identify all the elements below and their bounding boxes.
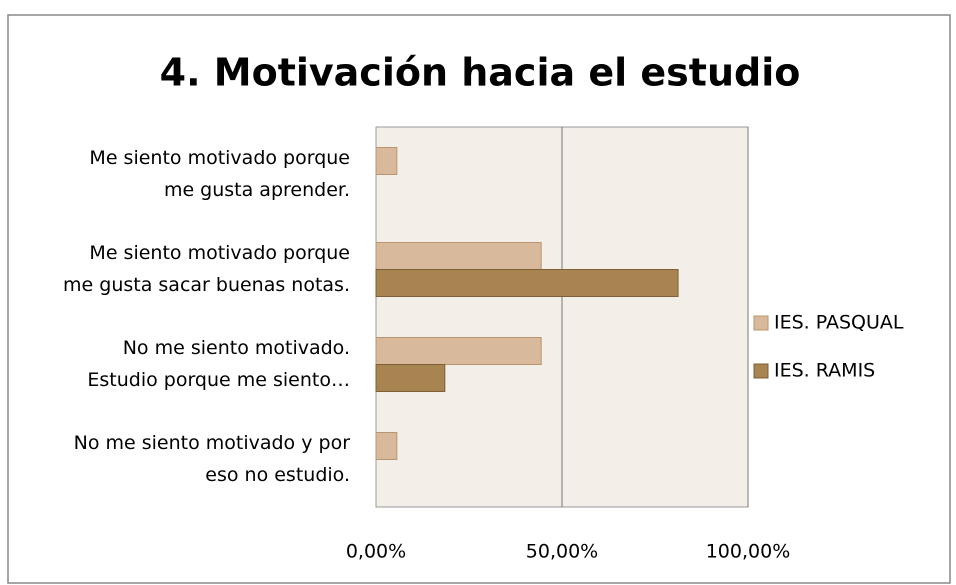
bar bbox=[375, 242, 542, 270]
y-tick-label: me gusta sacar buenas notas. bbox=[63, 274, 350, 296]
y-tick-label: Estudio porque me siento… bbox=[87, 369, 350, 391]
legend-swatch bbox=[753, 363, 769, 379]
legend-label: IES. PASQUAL bbox=[774, 312, 904, 334]
x-tick-label: 0,00% bbox=[346, 541, 406, 563]
x-tick-label: 50,00% bbox=[526, 541, 598, 563]
y-tick-label: eso no estudio. bbox=[205, 464, 350, 486]
y-tick-label: Me siento motivado porque bbox=[89, 242, 350, 264]
x-tick-label: 100,00% bbox=[706, 541, 791, 563]
y-tick-label: No me siento motivado y por bbox=[74, 432, 351, 454]
chart-title: 4. Motivación hacia el estudio bbox=[160, 51, 801, 95]
bar bbox=[375, 364, 446, 392]
bar bbox=[375, 147, 398, 175]
bar bbox=[375, 337, 542, 365]
y-tick-label: Me siento motivado porque bbox=[89, 147, 350, 169]
y-tick-label: No me siento motivado. bbox=[123, 337, 350, 359]
bar bbox=[375, 269, 679, 297]
legend-swatch bbox=[753, 315, 769, 331]
y-tick-label: me gusta aprender. bbox=[164, 179, 350, 201]
legend-label: IES. RAMIS bbox=[774, 360, 875, 382]
bar bbox=[375, 432, 398, 460]
